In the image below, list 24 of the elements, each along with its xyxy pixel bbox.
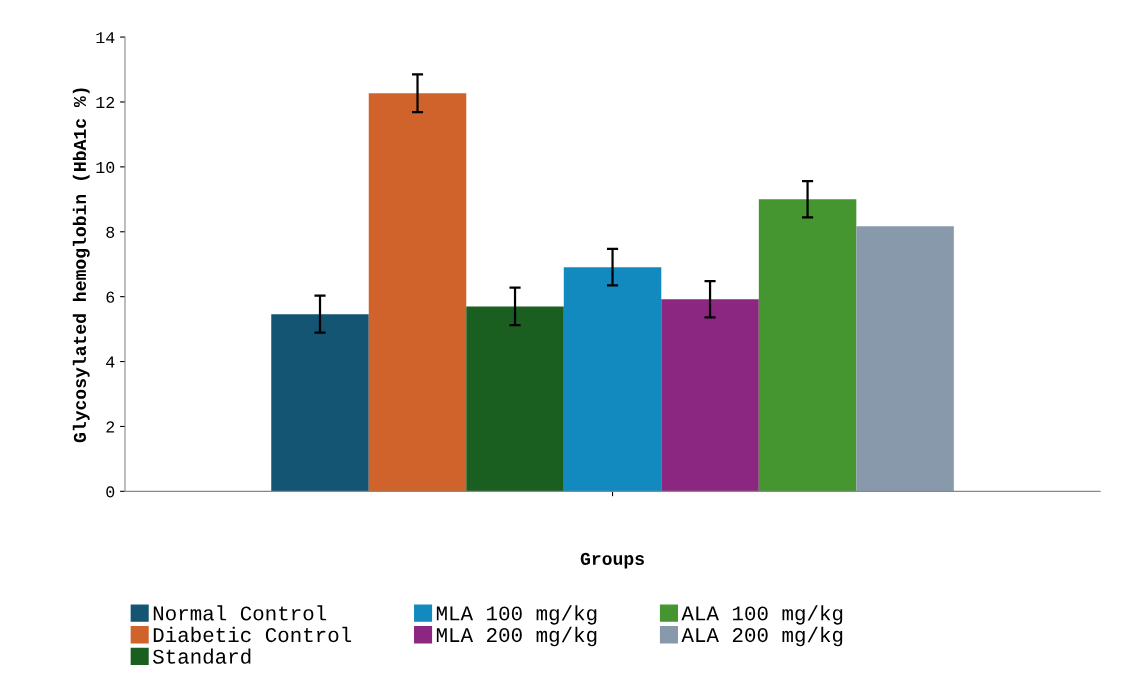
y-tick-label: 2	[106, 421, 115, 433]
bar	[758, 199, 857, 492]
legend-label: Diabetic Control	[153, 626, 352, 643]
bar	[466, 306, 564, 492]
legend-label: ALA 200 mg/kg	[681, 626, 843, 647]
y-tick-label: 4	[106, 356, 115, 368]
bar	[856, 226, 954, 492]
bar	[271, 314, 369, 492]
legend-label: MLA 100 mg/kg	[436, 605, 597, 625]
y-tick-label: 6	[106, 291, 115, 303]
legend-label: ALA 100 mg/kg	[681, 605, 843, 625]
y-axis-title: Glycosylated hemoglobin (HbA1c %)	[72, 88, 90, 443]
legend-label: MLA 200 mg/kg	[436, 626, 597, 647]
bar	[368, 93, 467, 492]
y-tick-label: 12	[96, 96, 115, 109]
x-axis-title: Groups	[580, 552, 644, 569]
legend-label: Normal Control	[153, 605, 327, 621]
y-tick-label: 10	[96, 161, 115, 174]
y-tick-label: 8	[106, 226, 115, 238]
y-tick-label: 0	[106, 486, 115, 498]
legend-label: Standard	[152, 648, 251, 664]
bar	[661, 299, 759, 492]
y-tick-label: 14	[96, 32, 115, 44]
bar	[563, 267, 662, 492]
